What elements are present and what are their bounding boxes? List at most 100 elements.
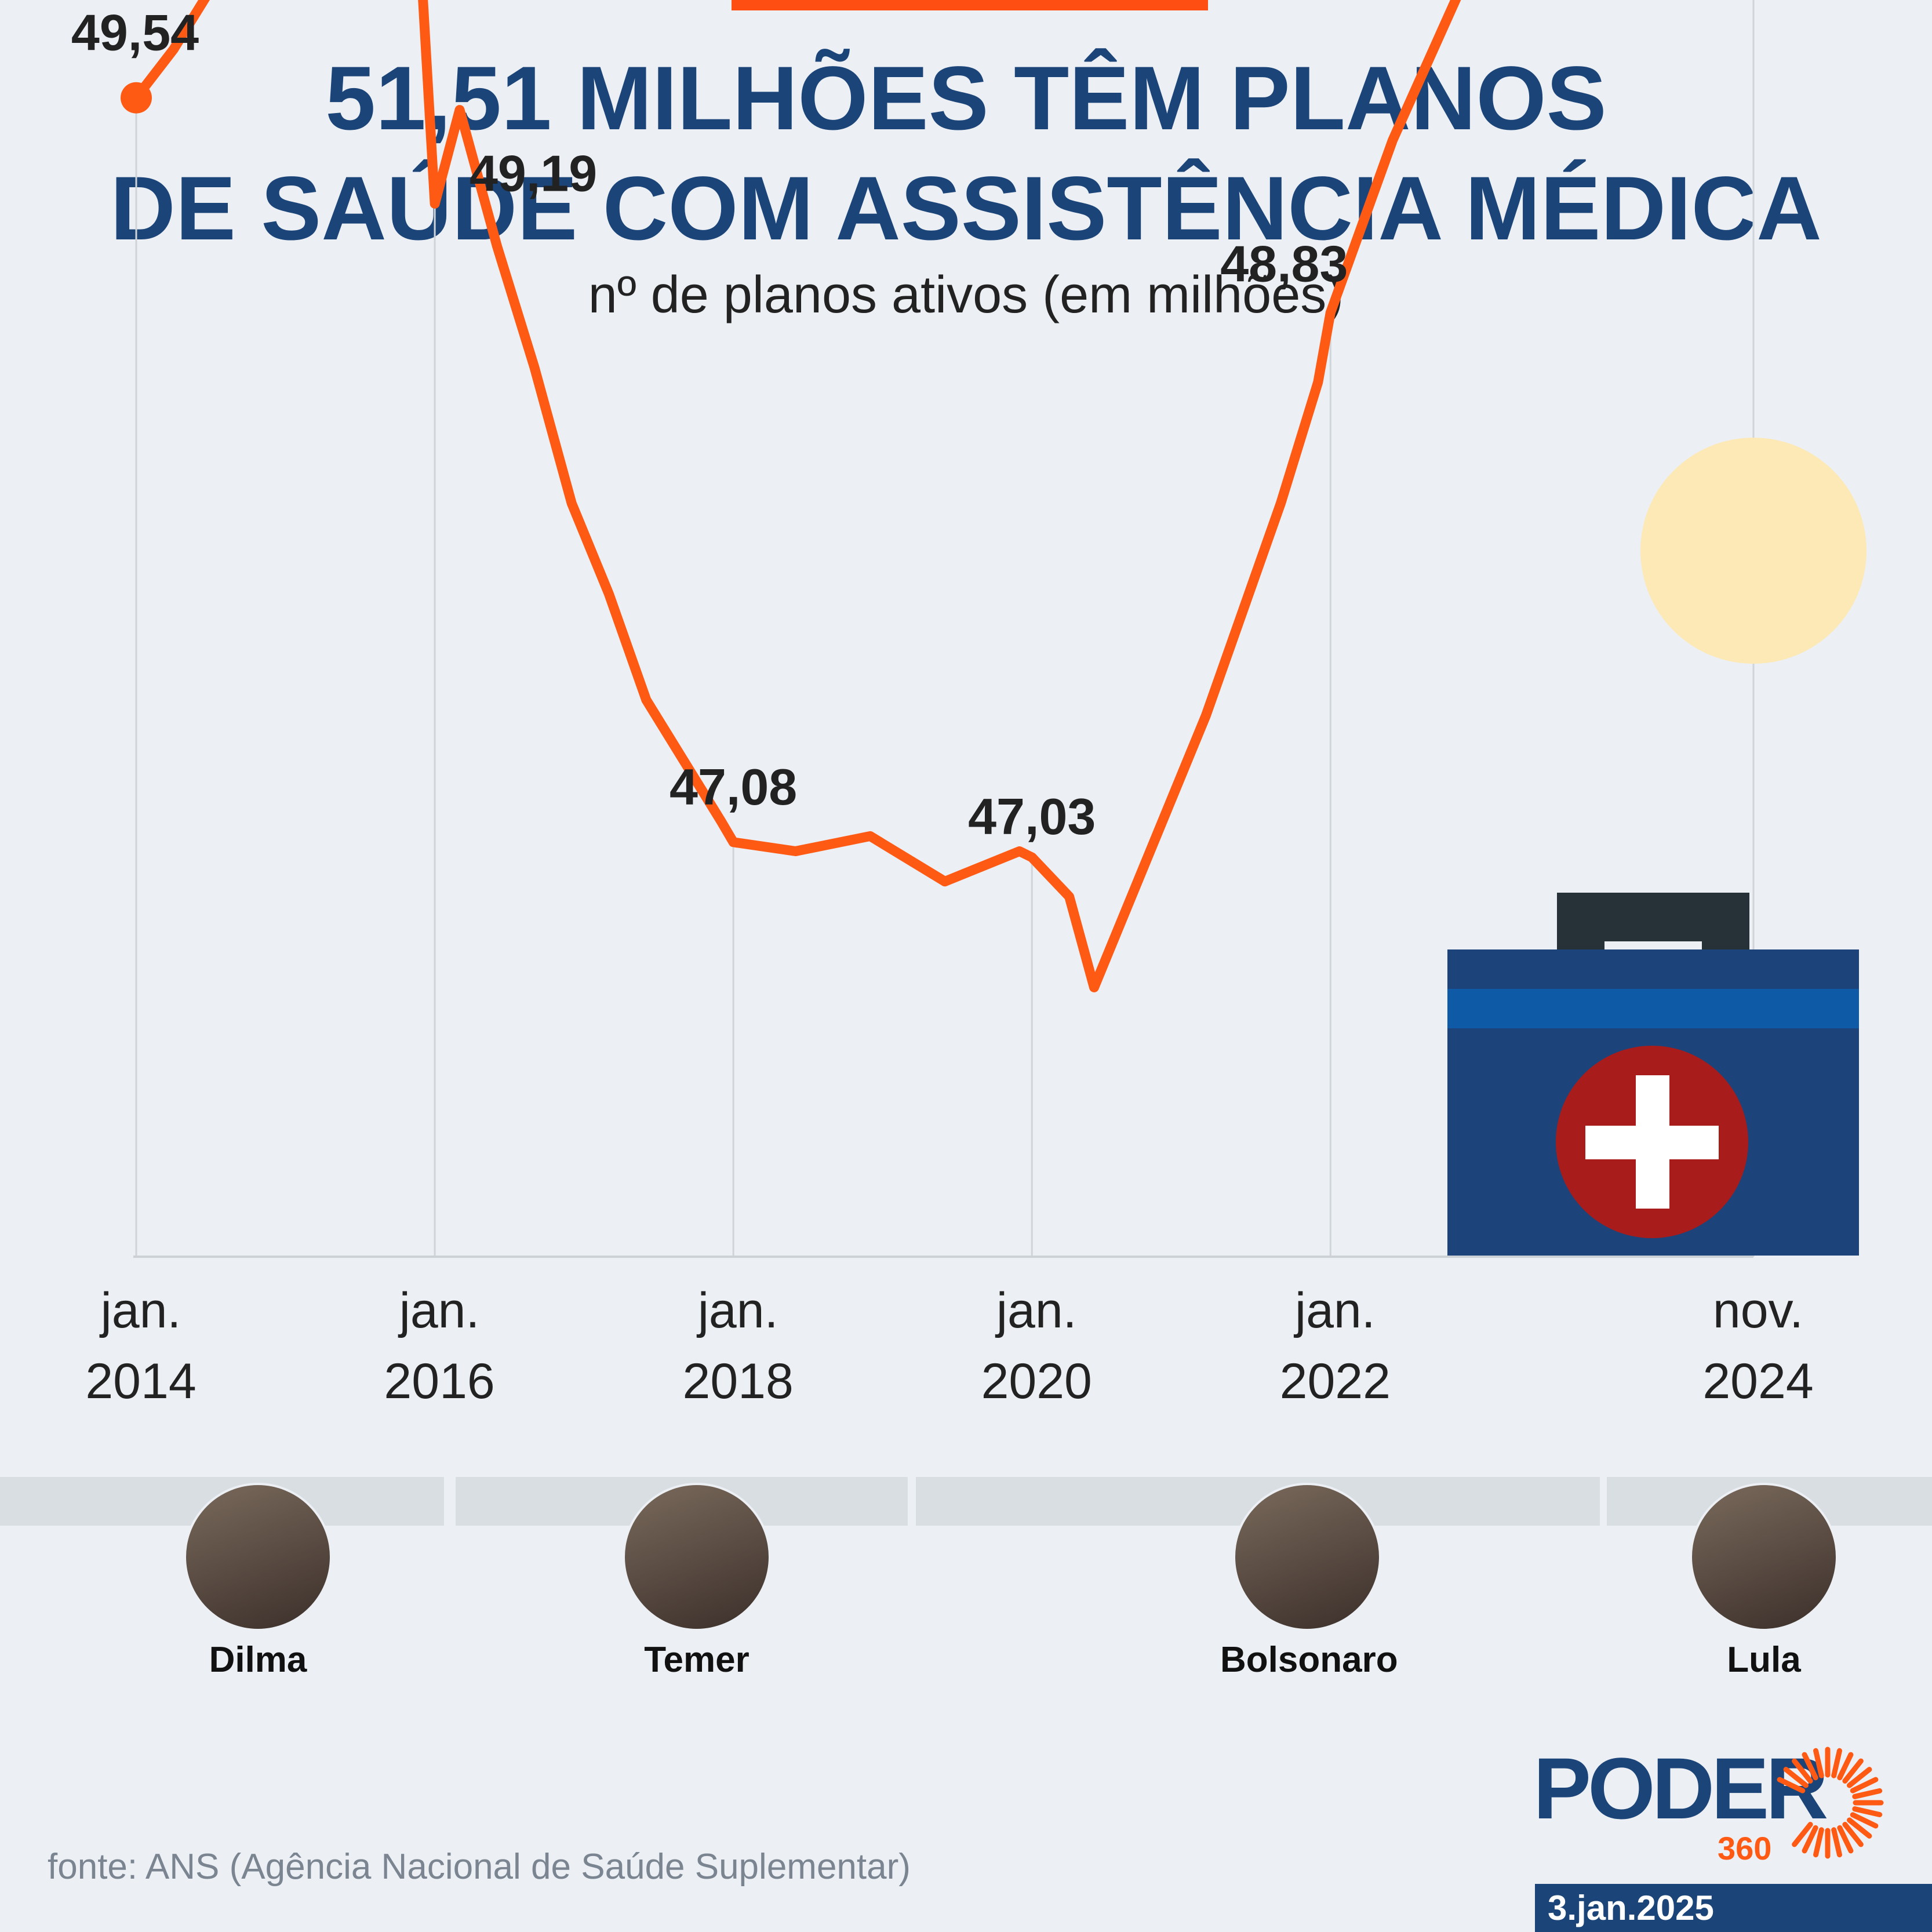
x-tick-label-5: nov. 2024 (1702, 1283, 1813, 1409)
sunburst-ray (1792, 1822, 1813, 1847)
x-tick-line1: jan. (398, 1283, 480, 1338)
data-point-22 (1018, 850, 1021, 853)
start-marker (121, 82, 152, 114)
ticks-layer: jan. 2014 jan. 2016 jan. 2018 jan. 2020 jan. 2022… (85, 1283, 1813, 1409)
data-point-11 (496, 245, 499, 248)
sunburst-ray (1837, 1752, 1854, 1781)
sunburst-ray (1802, 1825, 1818, 1854)
series-layer (121, 0, 1461, 992)
data-point-28 (1205, 714, 1207, 716)
president-name: Dilma (209, 1640, 307, 1680)
sunburst-ray (1813, 1827, 1824, 1858)
data-point-29 (1242, 607, 1245, 610)
medical-kit-cross-v (1636, 1075, 1669, 1209)
avatar (186, 1485, 330, 1629)
avatar (1235, 1485, 1379, 1629)
data-point-1 (172, 48, 175, 51)
president-lula: Lula (1677, 1485, 1851, 1680)
data-point-31 (1316, 381, 1319, 384)
sunburst-ray (1802, 1752, 1818, 1781)
president-temer: Temer (610, 1485, 784, 1680)
president-bolsonaro: Bolsonaro (1220, 1485, 1398, 1680)
x-tick-label-1: jan. 2016 (384, 1283, 494, 1409)
sunburst-ray (1842, 1822, 1864, 1847)
data-point-18 (732, 841, 735, 843)
sunburst-ray (1847, 1767, 1872, 1788)
data-point-21 (944, 880, 946, 883)
x-tick-label-0: jan. 2014 (85, 1283, 196, 1409)
sunburst-ray (1813, 1748, 1824, 1778)
sunburst-ray (1847, 1817, 1872, 1839)
medical-kit-stripe (1447, 989, 1859, 1028)
x-tick-line2: 2020 (981, 1354, 1092, 1409)
x-tick-line2: 2018 (682, 1354, 793, 1409)
data-point-15 (645, 698, 647, 701)
data-point-30 (1279, 502, 1282, 505)
poder360-logo: PODER 360 (1533, 1745, 1893, 1866)
sunburst-ray (1852, 1806, 1883, 1817)
data-point-12 (533, 366, 536, 369)
data-point-23 (1031, 856, 1034, 858)
avatar (625, 1485, 769, 1629)
sunburst-icon (1777, 1747, 1884, 1859)
data-point-19 (794, 850, 797, 853)
sunburst-ray (1783, 1767, 1809, 1788)
x-tick-line2: 2024 (1702, 1354, 1813, 1409)
chart-subtitle: nº de planos ativos (em milhões) (588, 266, 1344, 324)
president-dilma: Dilma (171, 1485, 345, 1680)
x-tick-line1: jan. (99, 1283, 181, 1338)
president-name: Temer (644, 1640, 749, 1680)
data-point-20 (869, 835, 872, 838)
data-point-16 (682, 759, 685, 762)
sunburst-ray (1831, 1827, 1842, 1858)
x-tick-label-4: jan. 2022 (1280, 1283, 1391, 1409)
series-line (131, 0, 1461, 992)
data-point-24 (1068, 895, 1071, 898)
data-point-10 (459, 108, 461, 111)
data-label-2: 47,08 (670, 758, 797, 816)
x-tick-line2: 2022 (1280, 1354, 1391, 1409)
data-label-3: 47,03 (968, 788, 1096, 845)
data-label-4: 48,83 (1220, 235, 1348, 292)
source-note: fonte: ANS (Agência Nacional de Saúde Su… (48, 1847, 911, 1887)
data-point-32 (1329, 311, 1332, 314)
data-point-26 (1130, 895, 1133, 898)
x-tick-line1: jan. (1293, 1283, 1376, 1338)
top-accent-bar (732, 0, 1208, 10)
sunburst-ray (1777, 1777, 1806, 1793)
data-point-9 (434, 202, 436, 205)
publication-date: 3.jan.2025 (1535, 1884, 1932, 1932)
sunburst-ray (1850, 1812, 1879, 1829)
chart-title-line-2: DE SAÚDE COM ASSISTÊNCIA MÉDICA (110, 158, 1822, 259)
logo-suffix: 360 (1718, 1830, 1772, 1866)
data-label-1: 49,19 (470, 144, 597, 202)
x-tick-label-2: jan. 2018 (682, 1283, 793, 1409)
logo-word: PODER (1533, 1740, 1828, 1837)
data-point-25 (1093, 986, 1096, 989)
x-tick-line1: jan. (696, 1283, 778, 1338)
president-name: Lula (1727, 1640, 1801, 1680)
sunburst-ray (1837, 1825, 1854, 1854)
medical-kit-icon (1447, 893, 1859, 1256)
data-label-0: 49,54 (71, 4, 199, 61)
x-tick-line1: nov. (1713, 1283, 1803, 1338)
highlight-circle (1640, 438, 1866, 664)
x-tick-line2: 2014 (85, 1354, 196, 1409)
sunburst-ray (1850, 1777, 1879, 1793)
data-point-14 (607, 592, 610, 595)
x-tick-line1: jan. (995, 1283, 1077, 1338)
x-tick-line2: 2016 (384, 1354, 494, 1409)
president-name: Bolsonaro (1220, 1640, 1398, 1680)
sunburst-ray (1842, 1758, 1864, 1784)
data-point-27 (1167, 805, 1170, 807)
sunburst-ray (1792, 1758, 1813, 1784)
sunburst-ray (1831, 1748, 1842, 1778)
avatar (1692, 1485, 1836, 1629)
data-point-17 (719, 820, 722, 823)
sunburst-ray (1852, 1788, 1883, 1799)
data-point-13 (570, 502, 573, 505)
data-point-33 (1391, 139, 1394, 141)
x-tick-label-3: jan. 2020 (981, 1283, 1092, 1409)
